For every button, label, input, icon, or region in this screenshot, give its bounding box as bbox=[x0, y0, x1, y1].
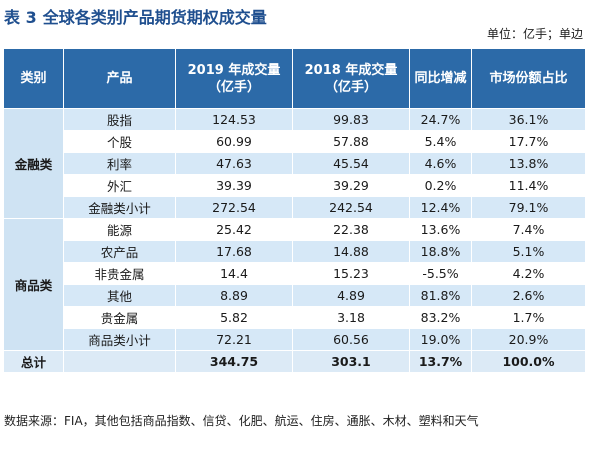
product-cell: 商品类小计 bbox=[63, 328, 176, 351]
header-share: 市场份额占比 bbox=[471, 48, 586, 109]
yoy-cell: 83.2% bbox=[409, 306, 472, 329]
yoy-cell: 81.8% bbox=[409, 284, 472, 307]
total-category-cell: 总计 bbox=[3, 350, 64, 373]
table-row: 商品类小计 72.21 60.56 19.0% 20.9% bbox=[4, 328, 586, 351]
total-yoy-cell: 13.7% bbox=[409, 350, 472, 373]
vol2018-cell: 57.88 bbox=[292, 130, 410, 153]
yoy-cell: 24.7% bbox=[409, 108, 472, 131]
product-cell: 个股 bbox=[63, 130, 176, 153]
vol2019-cell: 25.42 bbox=[175, 218, 293, 241]
vol2018-cell: 45.54 bbox=[292, 152, 410, 175]
share-cell: 11.4% bbox=[471, 174, 586, 197]
total-share-cell: 100.0% bbox=[471, 350, 586, 373]
table-row: 金融类小计 272.54 242.54 12.4% 79.1% bbox=[4, 196, 586, 219]
product-cell: 非贵金属 bbox=[63, 262, 176, 285]
product-cell: 农产品 bbox=[63, 240, 176, 263]
volume-table: 类别 产品 2019 年成交量（亿手） 2018 年成交量（亿手） 同比增减 市… bbox=[3, 48, 586, 373]
vol2019-cell: 17.68 bbox=[175, 240, 293, 263]
table-row: 个股 60.99 57.88 5.4% 17.7% bbox=[4, 130, 586, 153]
table-row: 外汇 39.39 39.29 0.2% 11.4% bbox=[4, 174, 586, 197]
table-row: 金融类 股指 124.53 99.83 24.7% 36.1% bbox=[3, 108, 586, 219]
share-cell: 20.9% bbox=[471, 328, 586, 351]
yoy-cell: 4.6% bbox=[409, 152, 472, 175]
share-cell: 36.1% bbox=[471, 108, 586, 131]
vol2019-cell: 47.63 bbox=[175, 152, 293, 175]
table-body: 金融类 股指 124.53 99.83 24.7% 36.1% 个股 60.99 57.88 5.… bbox=[3, 108, 586, 373]
unit-note: 单位：亿手；单边 bbox=[486, 27, 583, 41]
yoy-cell: 12.4% bbox=[409, 196, 472, 219]
header-product: 产品 bbox=[63, 48, 176, 109]
vol2019-cell: 272.54 bbox=[175, 196, 293, 219]
total-vol2018-cell: 303.1 bbox=[292, 350, 410, 373]
vol2019-cell: 124.53 bbox=[175, 108, 293, 131]
product-cell: 外汇 bbox=[63, 174, 176, 197]
yoy-cell: 19.0% bbox=[409, 328, 472, 351]
product-cell: 能源 bbox=[63, 218, 176, 241]
product-cell: 贵金属 bbox=[63, 306, 176, 329]
table-row: 农产品 17.68 14.88 18.8% 5.1% bbox=[4, 240, 586, 263]
table-title-text: 全球各类别产品期货期权成交量 bbox=[42, 8, 267, 27]
share-cell: 13.8% bbox=[471, 152, 586, 175]
vol2018-cell: 15.23 bbox=[292, 262, 410, 285]
product-cell: 利率 bbox=[63, 152, 176, 175]
vol2018-cell: 39.29 bbox=[292, 174, 410, 197]
share-cell: 79.1% bbox=[471, 196, 586, 219]
total-vol2019-cell: 344.75 bbox=[175, 350, 293, 373]
vol2019-cell: 72.21 bbox=[175, 328, 293, 351]
product-cell: 股指 bbox=[63, 108, 176, 131]
vol2018-cell: 3.18 bbox=[292, 306, 410, 329]
vol2019-cell: 14.4 bbox=[175, 262, 293, 285]
vol2018-cell: 14.88 bbox=[292, 240, 410, 263]
table-row: 贵金属 5.82 3.18 83.2% 1.7% bbox=[4, 306, 586, 329]
header-vol2019: 2019 年成交量（亿手） bbox=[175, 48, 293, 109]
share-cell: 5.1% bbox=[471, 240, 586, 263]
share-cell: 4.2% bbox=[471, 262, 586, 285]
product-cell: 其他 bbox=[63, 284, 176, 307]
total-product-cell bbox=[63, 350, 176, 373]
product-cell: 金融类小计 bbox=[63, 196, 176, 219]
share-cell: 17.7% bbox=[471, 130, 586, 153]
header-row: 类别 产品 2019 年成交量（亿手） 2018 年成交量（亿手） 同比增减 市… bbox=[3, 48, 586, 109]
yoy-cell: -5.5% bbox=[409, 262, 472, 285]
table-number: 表 3 bbox=[4, 8, 37, 27]
yoy-cell: 0.2% bbox=[409, 174, 472, 197]
vol2018-cell: 60.56 bbox=[292, 328, 410, 351]
table-title: 表 3 全球各类别产品期货期权成交量 bbox=[4, 6, 267, 30]
total-row: 总计 344.75 303.1 13.7% 100.0% bbox=[3, 350, 586, 373]
vol2018-cell: 4.89 bbox=[292, 284, 410, 307]
category-cell: 商品类 bbox=[3, 218, 64, 351]
vol2018-cell: 22.38 bbox=[292, 218, 410, 241]
table-row: 非贵金属 14.4 15.23 -5.5% 4.2% bbox=[4, 262, 586, 285]
yoy-cell: 13.6% bbox=[409, 218, 472, 241]
yoy-cell: 18.8% bbox=[409, 240, 472, 263]
vol2018-cell: 99.83 bbox=[292, 108, 410, 131]
header-vol2018: 2018 年成交量（亿手） bbox=[292, 48, 410, 109]
table-row: 其他 8.89 4.89 81.8% 2.6% bbox=[4, 284, 586, 307]
category-cell: 金融类 bbox=[3, 108, 64, 219]
yoy-cell: 5.4% bbox=[409, 130, 472, 153]
table-header: 类别 产品 2019 年成交量（亿手） 2018 年成交量（亿手） 同比增减 市… bbox=[3, 48, 586, 109]
header-yoy: 同比增减 bbox=[409, 48, 472, 109]
share-cell: 7.4% bbox=[471, 218, 586, 241]
vol2019-cell: 5.82 bbox=[175, 306, 293, 329]
vol2018-cell: 242.54 bbox=[292, 196, 410, 219]
vol2019-cell: 60.99 bbox=[175, 130, 293, 153]
header-category: 类别 bbox=[3, 48, 64, 109]
vol2019-cell: 39.39 bbox=[175, 174, 293, 197]
vol2019-cell: 8.89 bbox=[175, 284, 293, 307]
table-row: 利率 47.63 45.54 4.6% 13.8% bbox=[4, 152, 586, 175]
source-note: 数据来源：FIA，其他包括商品指数、信贷、化肥、航运、住房、通胀、木材、塑料和天… bbox=[4, 414, 479, 428]
share-cell: 1.7% bbox=[471, 306, 586, 329]
table-row: 商品类 能源 25.42 22.38 13.6% 7.4% bbox=[3, 218, 586, 351]
share-cell: 2.6% bbox=[471, 284, 586, 307]
